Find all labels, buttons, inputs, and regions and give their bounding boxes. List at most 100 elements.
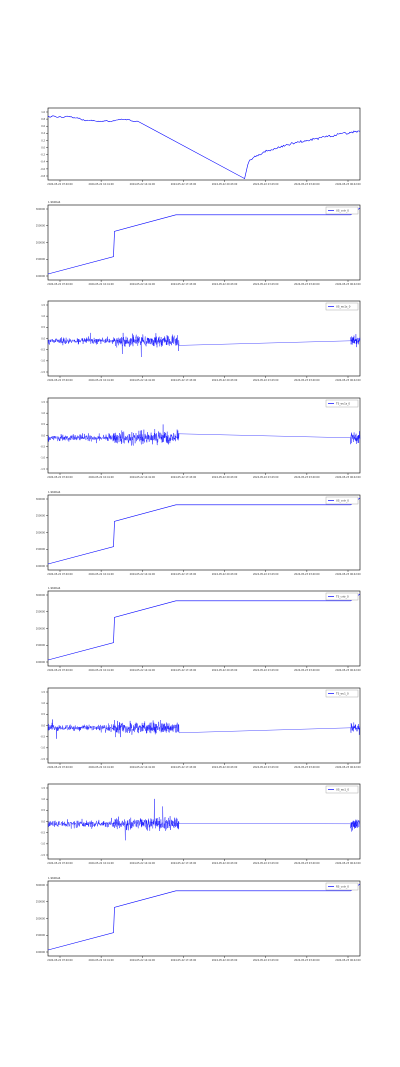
y-tick-label: 0.8 [41, 118, 45, 121]
legend-label: US_wc1_0 [336, 788, 349, 792]
y-tick-label: 100000 [36, 661, 46, 664]
x-tick-label: 2024-05-22 20:43:00 [212, 766, 238, 769]
x-tick-label: 2024-05-22 17:43:00 [171, 283, 197, 286]
x-tick-label: 2024-05-22 17:43:00 [171, 183, 197, 186]
legend-box [325, 399, 359, 408]
chart-7: 1.5 1.0 0.5 0.0 -0.5 -1.0 -1.5 2024-05-22 07:40… [40, 687, 361, 769]
y-tick-label: 1.5 [41, 401, 45, 404]
x-tick-label: 2024-05-22 07:40:00 [47, 862, 73, 865]
legend-label: US_wc1s_0 [336, 305, 351, 309]
legend-box [325, 302, 359, 311]
plot-area [47, 300, 361, 377]
y-tick-label: 0.2 [41, 139, 45, 142]
legend-label: TS_wc1_0 [336, 692, 349, 696]
x-tick-label: 2024-05-22 23:43:00 [253, 669, 279, 672]
x-tick-label: 2024-05-22 23:43:00 [253, 573, 279, 576]
x-tick-label: 2024-05-22 14:41:00 [130, 959, 156, 962]
x-tick-label: 2024-05-22 10:41:00 [88, 476, 114, 479]
chart-panel-6: 1.9600e6 300000 250000 200000 150000 100000 20… [0, 583, 400, 678]
y-tick-label: 100000 [36, 951, 46, 954]
chart-4: 1.5 1.0 0.5 0.0 -0.5 -1.0 -1.5 2024-05-22 07:40… [40, 397, 361, 479]
legend-label: US_cntr_0 [336, 209, 349, 213]
y-tick-label: 0.5 [41, 809, 45, 812]
chart-6: 1.9600e6 300000 250000 200000 150000 100000 20… [36, 586, 361, 672]
plot-area [47, 783, 361, 860]
y-tick-label: -1.0 [40, 747, 45, 750]
x-tick-label: 2024-05-22 14:41:00 [130, 476, 156, 479]
y-tick-label: 0.0 [41, 146, 45, 149]
y-tick-label: -1.0 [40, 360, 45, 363]
x-tick-label: 2024-05-22 14:41:00 [130, 669, 156, 672]
x-tick-label: 2024-05-22 14:41:00 [130, 862, 156, 865]
x-tick-label: 2024-05-22 20:43:00 [212, 183, 238, 186]
x-tick-label: 2024-05-23 03:40:00 [294, 183, 320, 186]
chart-9: 1.9600e6 300000 250000 200000 150000 100000 20… [36, 876, 361, 962]
y-tick-label: -0.2 [40, 154, 45, 157]
plot-area [47, 880, 361, 957]
y-tick-label: 1.5 [41, 787, 45, 790]
y-tick-label: 250000 [36, 515, 46, 518]
x-tick-label: 2024-05-22 20:43:00 [212, 283, 238, 286]
y-tick-label: 0.0 [41, 724, 45, 727]
plot-area [47, 204, 361, 281]
x-tick-label: 2024-05-22 20:43:00 [212, 573, 238, 576]
y-tick-label: -0.8 [40, 175, 45, 178]
x-tick-label: 2024-05-23 03:40:00 [294, 283, 320, 286]
y-tick-label: -1.5 [40, 854, 45, 857]
x-tick-label: 2024-05-22 23:43:00 [253, 959, 279, 962]
y-tick-label: -0.4 [40, 161, 45, 164]
y-tick-label: 100000 [36, 565, 46, 568]
y-tick-label: 1.0 [41, 412, 45, 415]
legend-label: TS_cntr_0 [336, 595, 349, 599]
y-tick-label: 1.5 [41, 691, 45, 694]
legend-box [325, 882, 359, 891]
x-tick-label: 2024-05-22 23:43:00 [253, 862, 279, 865]
x-tick-label: 2024-05-23 06:42:00 [335, 766, 361, 769]
y-tick-label: 100000 [36, 275, 46, 278]
y-tick-label: 0.0 [41, 434, 45, 437]
chart-8: 1.5 1.0 0.5 0.0 -0.5 -1.0 -1.5 2024-05-22 07:40… [40, 783, 361, 865]
x-tick-label: 2024-05-23 03:40:00 [294, 379, 320, 382]
legend-box [325, 785, 359, 794]
x-tick-label: 2024-05-23 06:42:00 [335, 862, 361, 865]
y-tick-label: -1.5 [40, 371, 45, 374]
x-tick-label: 2024-05-23 03:40:00 [294, 959, 320, 962]
x-tick-label: 2024-05-22 07:40:00 [47, 476, 73, 479]
x-tick-label: 2024-05-23 03:40:00 [294, 862, 320, 865]
series-line [47, 719, 361, 739]
chart-panel-7: 1.5 1.0 0.5 0.0 -0.5 -1.0 -1.5 2024-05-22 07:40… [0, 680, 400, 775]
x-tick-label: 2024-05-23 03:40:00 [294, 476, 320, 479]
axis-offset-label: 1.9600e6 [48, 876, 61, 880]
axis-offset-label: 1.9600e6 [48, 586, 61, 590]
y-tick-label: 300000 [36, 498, 46, 501]
chart-panel-1: 1.0 0.8 0.6 0.4 0.2 0.0 -0.2 -0.4 -0.6 -0.8 2024-0… [0, 100, 400, 192]
series-line [47, 115, 361, 180]
x-tick-label: 2024-05-23 06:42:00 [335, 476, 361, 479]
x-tick-label: 2024-05-23 06:42:00 [335, 573, 361, 576]
legend-label: US_cntr_0 [336, 499, 349, 503]
y-tick-label: 200000 [36, 241, 46, 244]
y-tick-label: -1.0 [40, 457, 45, 460]
x-tick-label: 2024-05-23 06:42:00 [335, 283, 361, 286]
y-tick-label: 1.5 [41, 304, 45, 307]
x-tick-label: 2024-05-22 20:43:00 [212, 476, 238, 479]
x-tick-label: 2024-05-23 03:40:00 [294, 573, 320, 576]
chart-panel-2: 1.9600e6 300000 250000 200000 150000 100000 20… [0, 197, 400, 292]
x-tick-label: 2024-05-22 10:41:00 [88, 669, 114, 672]
x-tick-label: 2024-05-22 14:41:00 [130, 573, 156, 576]
x-tick-label: 2024-05-22 23:43:00 [253, 183, 279, 186]
x-tick-label: 2024-05-22 17:43:00 [171, 959, 197, 962]
x-tick-label: 2024-05-22 20:43:00 [212, 959, 238, 962]
chart-panel-9: 1.9600e6 300000 250000 200000 150000 100000 20… [0, 873, 400, 968]
legend-box [325, 496, 359, 505]
x-tick-label: 2024-05-22 14:41:00 [130, 283, 156, 286]
series-line [47, 332, 361, 358]
plot-area [47, 397, 361, 474]
x-tick-label: 2024-05-23 03:40:00 [294, 766, 320, 769]
chart-3: 1.5 1.0 0.5 0.0 -0.5 -1.0 -1.5 2024-05-22 07:40… [40, 300, 361, 382]
y-tick-label: 0.6 [41, 125, 45, 128]
x-tick-label: 2024-05-22 20:43:00 [212, 862, 238, 865]
x-tick-label: 2024-05-22 14:41:00 [130, 379, 156, 382]
x-tick-label: 2024-05-22 10:41:00 [88, 959, 114, 962]
